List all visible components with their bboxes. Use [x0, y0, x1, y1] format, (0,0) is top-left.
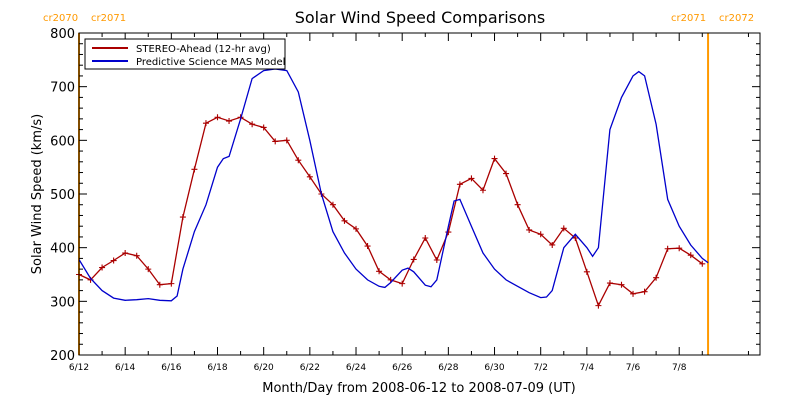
data-point-stereo: [526, 226, 533, 233]
chart-title: Solar Wind Speed Comparisons: [295, 8, 546, 27]
data-point-stereo: [376, 268, 383, 275]
x-tick-label: 6/14: [115, 363, 135, 373]
data-point-stereo: [410, 256, 417, 263]
data-point-stereo: [99, 264, 106, 271]
data-point-stereo: [699, 260, 706, 267]
data-point-stereo: [283, 137, 290, 144]
data-point-stereo: [549, 241, 556, 248]
data-point-stereo: [641, 288, 648, 295]
x-tick-label: 6/16: [161, 363, 181, 373]
data-point-stereo: [537, 231, 544, 238]
x-tick-label: 7/6: [626, 363, 641, 373]
data-point-stereo: [433, 257, 440, 264]
data-point-stereo: [122, 250, 129, 257]
data-point-stereo: [179, 214, 186, 221]
series-line-mas: [78, 68, 709, 302]
data-point-stereo: [687, 252, 694, 259]
y-tick-label: 800: [50, 27, 75, 42]
data-point-stereo: [272, 138, 279, 145]
data-point-stereo: [479, 187, 486, 194]
legend: STEREO-Ahead (12-hr avg) Predictive Scie…: [84, 38, 286, 70]
data-point-stereo: [191, 166, 198, 173]
legend-label-mas: Predictive Science MAS Model: [136, 57, 285, 68]
data-point-stereo: [110, 257, 117, 264]
carrington-marker-label: cr2072: [719, 13, 754, 24]
data-point-stereo: [341, 217, 348, 224]
x-axis-label: Month/Day from 2008-06-12 to 2008-07-09 …: [262, 381, 575, 396]
x-tick-label: 6/22: [300, 363, 320, 373]
data-point-stereo: [214, 114, 221, 121]
plot-frame: [78, 32, 761, 356]
data-point-stereo: [133, 252, 140, 259]
data-point-stereo: [456, 181, 463, 188]
data-point-stereo: [249, 121, 256, 128]
data-point-stereo: [664, 245, 671, 252]
data-point-stereo: [295, 157, 302, 164]
data-point-stereo: [226, 118, 233, 125]
y-tick-label: 400: [50, 242, 75, 257]
y-tick-label: 200: [50, 349, 75, 364]
y-tick-label: 600: [50, 134, 75, 149]
data-point-stereo: [399, 280, 406, 287]
data-point-stereo: [202, 120, 209, 127]
x-tick-label: 6/28: [438, 363, 458, 373]
x-tick-label: 6/30: [484, 363, 504, 373]
data-point-stereo: [445, 229, 452, 236]
data-point-stereo: [560, 225, 567, 232]
x-tick-label: 7/8: [672, 363, 687, 373]
y-axis-label: Solar Wind Speed (km/s): [30, 114, 45, 274]
data-point-stereo: [145, 266, 152, 273]
x-tick-label: 6/26: [392, 363, 412, 373]
data-point-stereo: [260, 124, 267, 131]
data-point-stereo: [306, 173, 313, 180]
y-tick-label: 300: [50, 295, 75, 310]
x-tick-label: 6/20: [254, 363, 274, 373]
data-point-stereo: [583, 268, 590, 275]
carrington-marker-label: cr2071: [91, 13, 126, 24]
data-point-stereo: [595, 302, 602, 309]
data-point-stereo: [168, 280, 175, 287]
x-tick-label: 6/12: [69, 363, 89, 373]
carrington-marker-label: cr2071: [671, 13, 706, 24]
data-point-stereo: [606, 280, 613, 287]
x-tick-label: 6/18: [207, 363, 227, 373]
data-point-stereo: [329, 201, 336, 208]
data-point-stereo: [676, 245, 683, 252]
data-point-stereo: [422, 235, 429, 242]
data-point-stereo: [572, 235, 579, 242]
data-point-stereo: [156, 281, 163, 288]
data-point-stereo: [630, 290, 637, 297]
data-point-stereo: [468, 175, 475, 182]
y-tick-label: 700: [50, 81, 75, 96]
carrington-marker-label: cr2070: [43, 13, 78, 24]
data-point-stereo: [491, 155, 498, 162]
data-point-stereo: [364, 243, 371, 250]
x-tick-label: 6/24: [346, 363, 366, 373]
data-point-stereo: [503, 170, 510, 177]
legend-box: [84, 38, 286, 70]
data-point-stereo: [618, 281, 625, 288]
data-point-stereo: [653, 274, 660, 281]
data-point-stereo: [353, 225, 360, 232]
x-tick-label: 7/2: [533, 363, 547, 373]
x-tick-label: 7/4: [580, 363, 595, 373]
series-layer: [76, 68, 709, 309]
axes-layer: 200 300 400 500 600 700 800 6/12 6/14 6/16 6/18 6/2…: [50, 27, 760, 373]
data-point-stereo: [514, 201, 521, 208]
y-tick-label: 500: [50, 188, 75, 203]
legend-label-stereo: STEREO-Ahead (12-hr avg): [136, 44, 271, 55]
